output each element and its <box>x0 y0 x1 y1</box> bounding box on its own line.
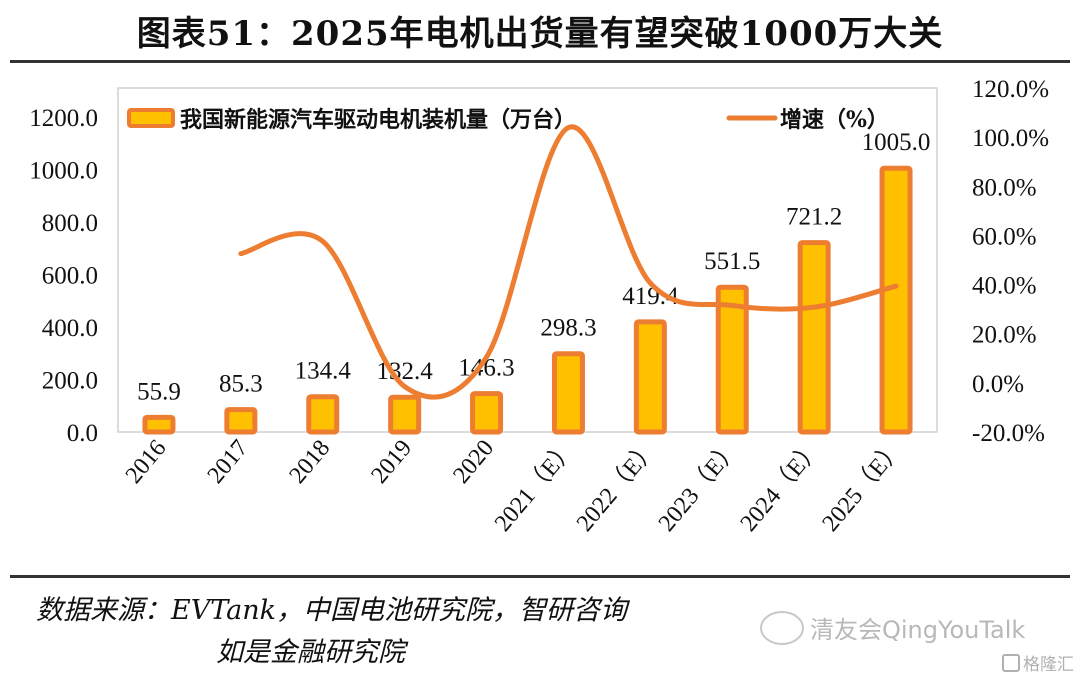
bar-data-label: 551.5 <box>704 248 760 275</box>
x-axis-tick-label: 2018 <box>285 435 336 488</box>
gelonghui-watermark-text: 格隆汇 <box>1023 655 1074 675</box>
gelonghui-logo-icon <box>1002 653 1020 672</box>
x-axis: 2016 2017 2018 2019 20202021（E）2022（E）2023（E… <box>121 435 909 536</box>
right-axis-tick-label: 40.0% <box>972 273 1037 300</box>
left-axis-tick-label: 1000.0 <box>29 158 98 185</box>
wechat-watermark: 清友会QingYouTalk <box>760 610 1025 645</box>
right-axis-tick-label: -20.0% <box>972 420 1045 447</box>
bar <box>142 414 176 435</box>
bar-data-label: 721.2 <box>786 204 842 231</box>
x-axis-tick-label: 2021（E） <box>490 435 581 536</box>
bottom-divider <box>10 575 1070 578</box>
x-axis-tick-label: 2019 <box>366 435 417 488</box>
x-axis-tick-label: 2024（E） <box>736 435 827 536</box>
bar <box>551 351 585 435</box>
right-axis-tick-label: 60.0% <box>972 223 1037 250</box>
right-axis-tick-label: 120.0% <box>972 76 1049 103</box>
source-line-2: 如是金融研究院 <box>216 637 405 668</box>
legend-bar-swatch <box>127 108 175 128</box>
left-axis-tick-label: 200.0 <box>42 368 98 395</box>
x-axis-tick-label: 2020 <box>448 435 499 488</box>
right-axis-tick-label: 0.0% <box>972 371 1024 398</box>
bar <box>633 319 667 435</box>
chart-title: 图表51：2025年电机出货量有望突破1000万大关 <box>136 14 944 54</box>
legend: 我国新能源汽车驱动电机装机量（万台） 增速（%） <box>127 107 889 133</box>
legend-bar-label: 我国新能源汽车驱动电机装机量（万台） <box>180 107 576 133</box>
left-axis-tick-label: 800.0 <box>42 210 98 237</box>
growth-rate-line <box>238 124 899 400</box>
left-axis-tick-label: 1200.0 <box>29 105 98 132</box>
bar <box>224 407 258 435</box>
x-axis-tick-label: 2025（E） <box>818 435 909 536</box>
left-axis-tick-label: 600.0 <box>42 263 98 290</box>
bar <box>879 165 913 435</box>
bar-data-label: 1005.0 <box>862 129 931 156</box>
top-divider <box>10 60 1070 63</box>
right-axis: -20.0% 0.0% 20.0% 40.0% 60.0% 80.0% 100.0% 120.… <box>972 76 1049 447</box>
left-axis-tick-label: 0.0 <box>67 420 98 447</box>
x-axis-tick-label: 2023（E） <box>654 435 745 536</box>
plot-area-frame <box>117 87 938 433</box>
bar <box>470 391 504 435</box>
left-axis-tick-label: 400.0 <box>42 315 98 342</box>
legend-line-label: 增速（%） <box>780 107 889 133</box>
bar-series <box>142 165 913 435</box>
right-axis-tick-label: 80.0% <box>972 174 1037 201</box>
x-axis-tick-label: 2022（E） <box>572 435 663 536</box>
bar-data-label: 85.3 <box>219 371 263 398</box>
right-axis-tick-label: 20.0% <box>972 322 1037 349</box>
combo-chart: 0.0 200.0 400.0 600.0 800.0 1000.0 1200.0 -20.… <box>29 76 1049 537</box>
wechat-watermark-text: 清友会QingYouTalk <box>810 616 1026 644</box>
bar-data-label: 134.4 <box>295 358 352 385</box>
bar-data-labels: 55.9 85.3 134.4 132.4 146.3298.3419.4551.572… <box>137 129 930 405</box>
gelonghui-watermark: 格隆汇 <box>1002 650 1074 675</box>
bar-data-label: 55.9 <box>137 378 181 405</box>
x-axis-tick-label: 2016 <box>121 435 172 488</box>
data-source: 数据来源：EVTank，中国电池研究院，智研咨询 如是金融研究院 <box>36 590 627 674</box>
bar <box>388 394 422 435</box>
left-axis: 0.0 200.0 400.0 600.0 800.0 1000.0 1200.0 <box>29 105 98 447</box>
bar <box>306 394 340 435</box>
bar <box>797 240 831 435</box>
bar <box>715 284 749 435</box>
bar-data-label: 298.3 <box>540 315 596 342</box>
right-axis-tick-label: 100.0% <box>972 125 1049 152</box>
source-line-1: 数据来源：EVTank，中国电池研究院，智研咨询 <box>36 595 627 626</box>
line-series <box>238 124 899 400</box>
wechat-icon <box>760 610 804 645</box>
x-axis-tick-label: 2017 <box>203 435 254 488</box>
